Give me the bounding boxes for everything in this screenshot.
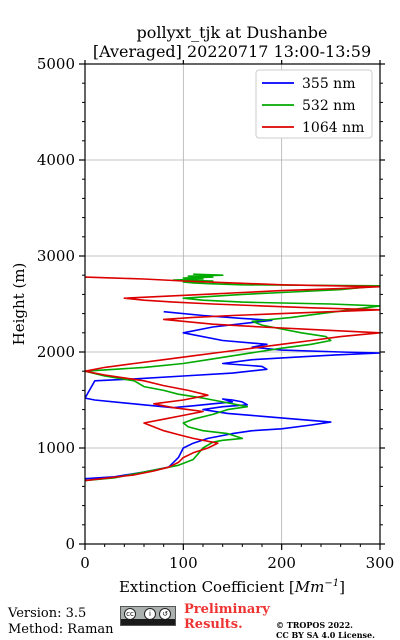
method-text: Method: Raman	[8, 622, 114, 637]
y-tick-label: 4000	[37, 151, 75, 169]
x-axis-label: Extinction Coefficient [Mm−1]	[119, 578, 345, 596]
version-info: Version: 3.5 Method: Raman	[8, 606, 114, 638]
plot-frame	[84, 63, 381, 545]
legend-label-1: 532 nm	[302, 98, 355, 114]
legend-label-0: 355 nm	[302, 76, 355, 92]
x-tick-label: 100	[169, 554, 198, 572]
y-tick-label: 0	[65, 535, 75, 553]
y-tick-label: 2000	[37, 343, 75, 361]
x-tick-label: 300	[366, 554, 395, 572]
y-tick-label: 1000	[37, 439, 75, 457]
series-line-1	[85, 273, 380, 482]
prelim-line-1: Preliminary	[184, 602, 270, 617]
x-tick-label: 200	[267, 554, 296, 572]
preliminary-results-note: Preliminary Results.	[184, 602, 270, 632]
x-tick-label: 0	[80, 554, 90, 572]
copyright-note: © TROPOS 2022. CC BY SA 4.0 License.	[276, 620, 375, 640]
y-tick-label: 3000	[37, 247, 75, 265]
cc-badge-bar	[121, 619, 175, 625]
prelim-line-2: Results.	[184, 617, 243, 632]
legend-label-2: 1064 nm	[302, 120, 364, 136]
legend-box	[255, 69, 373, 139]
chart-title-line-1: pollyxt_tjk at Dushanbe	[136, 23, 327, 42]
y-axis-label: Height (m)	[10, 263, 28, 346]
cc-by-sa-logo: cc i ↺	[120, 606, 176, 626]
extinction-profile-chart: pollyxt_tjk at Dushanbe [Averaged] 20220…	[10, 23, 395, 596]
copyright-line-2: CC BY SA 4.0 License.	[276, 630, 375, 640]
version-text: Version: 3.5	[8, 606, 87, 621]
copyright-line-1: © TROPOS 2022.	[276, 620, 353, 630]
y-tick-label: 5000	[37, 55, 75, 73]
series-layer	[85, 273, 380, 482]
series-line-2	[85, 276, 380, 482]
chart-title-line-2: [Averaged] 20220717 13:00-13:59	[93, 42, 371, 61]
legend: 355 nm 532 nm 1064 nm	[255, 69, 373, 139]
